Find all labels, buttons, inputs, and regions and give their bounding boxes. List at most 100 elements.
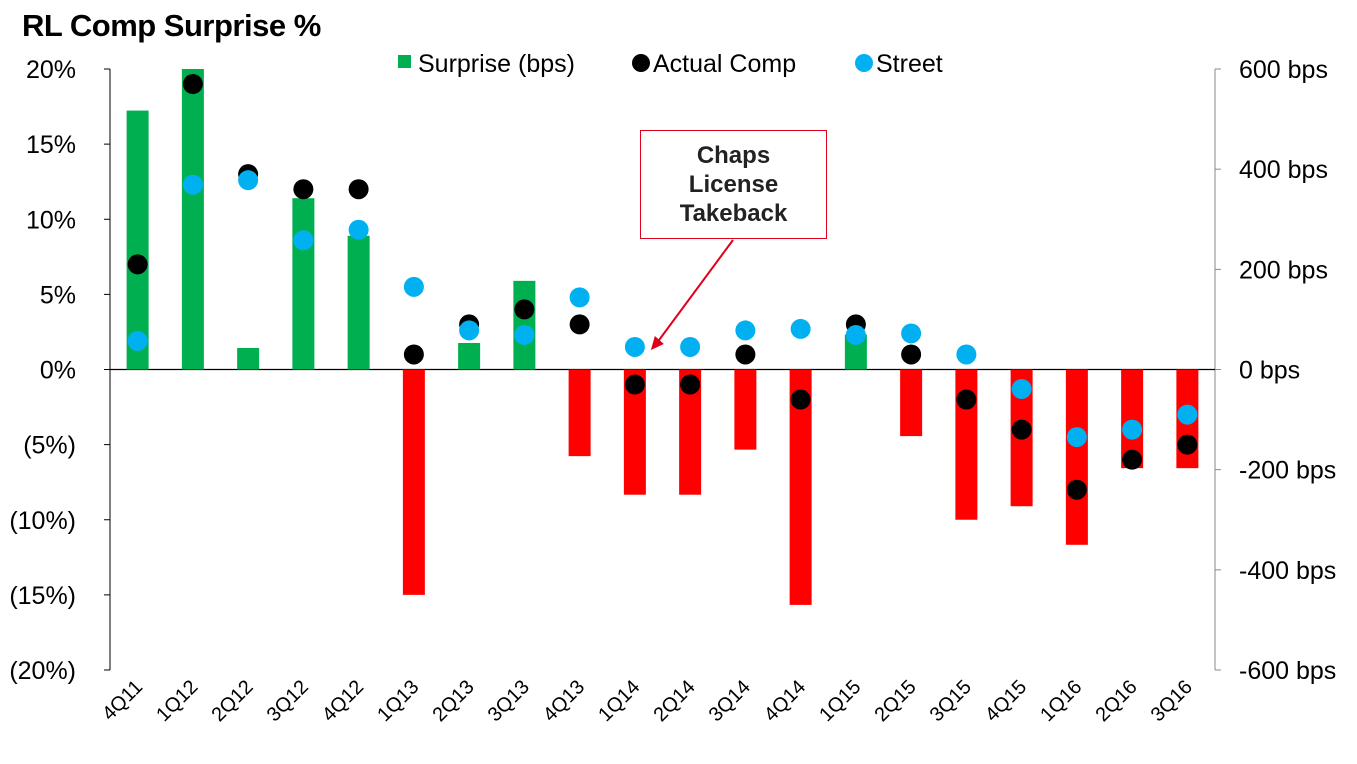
x-axis-tick-label: 3Q13 <box>484 676 534 726</box>
x-axis-tick-label: 2Q12 <box>208 676 258 726</box>
left-axis-tick-label: 0% <box>40 357 76 385</box>
actual-comp-point <box>1066 479 1087 500</box>
street-point <box>1122 419 1143 440</box>
x-axis-tick-label: 3Q14 <box>705 676 755 726</box>
x-axis-tick-label: 3Q16 <box>1147 676 1197 726</box>
legend-label: Street <box>876 50 943 78</box>
street-point <box>1066 427 1087 448</box>
actual-comp-point <box>293 179 314 200</box>
point-series <box>127 74 1198 500</box>
callout-arrow-line <box>656 239 734 344</box>
street-point <box>901 323 922 344</box>
street-point <box>403 276 424 297</box>
surprise-bar <box>402 369 425 595</box>
right-axis-tick-label: -200 bps <box>1239 457 1336 485</box>
street-point <box>845 324 866 345</box>
surprise-bar <box>679 369 702 495</box>
surprise-bar <box>1121 369 1144 469</box>
x-axis-tick-label: 4Q14 <box>760 676 810 726</box>
chart-title: RL Comp Surprise % <box>22 8 321 43</box>
left-axis-tick-label: (20%) <box>9 657 76 685</box>
street-point <box>459 320 480 341</box>
surprise-bar <box>347 235 370 370</box>
actual-comp-point <box>1177 434 1198 455</box>
street-point <box>735 320 756 341</box>
street-point <box>790 318 811 339</box>
street-point <box>293 230 314 251</box>
x-axis-tick-label: 4Q12 <box>318 676 368 726</box>
x-axis-tick-label: 1Q13 <box>373 676 423 726</box>
street-point <box>1177 404 1198 425</box>
surprise-bar <box>1065 369 1088 545</box>
x-axis-tick-label: 2Q14 <box>650 676 700 726</box>
legend-label: Actual Comp <box>653 50 796 78</box>
surprise-bar <box>458 342 481 370</box>
actual-comp-point <box>790 389 811 410</box>
x-axis-tick-label: 2Q15 <box>871 676 921 726</box>
callout-arrow <box>650 239 734 350</box>
right-axis-tick-label: 200 bps <box>1239 256 1328 284</box>
surprise-bar <box>568 369 591 457</box>
surprise-bar <box>237 347 260 370</box>
street-point <box>348 219 369 240</box>
actual-comp-point <box>680 374 701 395</box>
actual-comp-point <box>403 344 424 365</box>
right-axis-tick-label: -600 bps <box>1239 657 1336 685</box>
actual-comp-point <box>1122 449 1143 470</box>
legend-swatch-surprise <box>398 55 411 68</box>
left-axis-tick-label: (5%) <box>23 432 76 460</box>
left-axis-tick-label: 5% <box>40 281 76 309</box>
x-axis-tick-label: 4Q13 <box>539 676 589 726</box>
x-axis-tick-label: 1Q16 <box>1036 676 1086 726</box>
left-axis-tick-label: (15%) <box>9 582 76 610</box>
callout-arrow-head <box>650 336 664 350</box>
x-axis-tick-label: 4Q15 <box>981 676 1031 726</box>
x-axis-tick-label: 2Q13 <box>429 676 479 726</box>
annotation-callout: Chaps License Takeback <box>640 130 827 239</box>
legend-swatch-actual <box>632 54 650 72</box>
right-axis-tick-label: 600 bps <box>1239 56 1328 84</box>
street-point <box>569 287 590 308</box>
surprise-bar <box>126 110 149 370</box>
x-axis-tick-label: 2Q16 <box>1092 676 1142 726</box>
left-axis-tick-label: 10% <box>26 206 76 234</box>
actual-comp-point <box>735 344 756 365</box>
surprise-bar <box>789 369 812 605</box>
actual-comp-point <box>182 74 203 95</box>
street-point <box>127 330 148 351</box>
actual-comp-point <box>348 179 369 200</box>
street-point <box>624 336 645 357</box>
x-axis-tick-label: 3Q12 <box>263 676 313 726</box>
actual-comp-point <box>956 389 977 410</box>
left-axis-tick-label: 15% <box>26 131 76 159</box>
left-axis-tick-label: (10%) <box>9 507 76 535</box>
surprise-bar <box>623 369 646 495</box>
actual-comp-point <box>569 314 590 335</box>
actual-comp-point <box>1011 419 1032 440</box>
legend-label: Surprise (bps) <box>418 50 575 78</box>
surprise-bar <box>900 369 923 437</box>
x-axis-tick-label: 4Q11 <box>98 676 147 725</box>
legend-swatch-street <box>855 54 873 72</box>
right-axis-tick-label: 0 bps <box>1239 357 1300 385</box>
legend: Surprise (bps) Actual Comp Street <box>398 50 943 78</box>
street-point <box>514 324 535 345</box>
actual-comp-point <box>127 254 148 275</box>
street-point <box>956 344 977 365</box>
street-point <box>238 170 259 191</box>
actual-comp-point <box>901 344 922 365</box>
left-axis-tick-label: 20% <box>26 56 76 84</box>
right-axis-tick-label: -400 bps <box>1239 557 1336 585</box>
surprise-bar <box>181 69 204 370</box>
right-axis-tick-label: 400 bps <box>1239 156 1328 184</box>
x-axis-tick-label: 1Q15 <box>815 676 865 726</box>
surprise-bar <box>292 198 315 370</box>
street-point <box>182 174 203 195</box>
x-axis-tick-label: 3Q15 <box>926 676 976 726</box>
street-point <box>1011 379 1032 400</box>
x-axis-tick-label: 1Q14 <box>594 676 644 726</box>
street-point <box>680 336 701 357</box>
x-axis-tick-label: 1Q12 <box>152 676 202 726</box>
actual-comp-point <box>514 299 535 320</box>
